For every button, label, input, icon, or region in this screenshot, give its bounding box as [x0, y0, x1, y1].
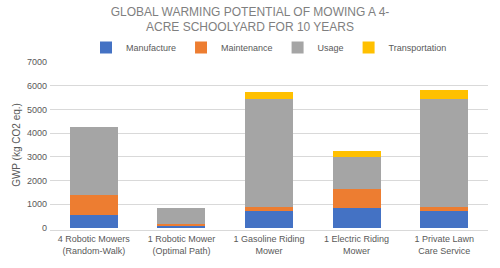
svg-text:2000: 2000 — [27, 176, 47, 186]
svg-text:5000: 5000 — [27, 105, 47, 115]
svg-text:6000: 6000 — [27, 81, 47, 91]
svg-text:1 Robotic Mower(Optimal Path): 1 Robotic Mower(Optimal Path) — [148, 234, 216, 256]
svg-text:1 Electric RidingMower: 1 Electric RidingMower — [324, 234, 389, 256]
svg-text:GWP (kg CO2 eq.): GWP (kg CO2 eq.) — [11, 103, 22, 187]
svg-text:4 Robotic Mowers(Random-Walk): 4 Robotic Mowers(Random-Walk) — [58, 234, 131, 256]
svg-text:Maintenance: Maintenance — [221, 43, 273, 53]
svg-text:1 Gasoline RidingMower: 1 Gasoline RidingMower — [233, 234, 304, 256]
svg-text:7000: 7000 — [27, 57, 47, 67]
svg-text:0: 0 — [42, 223, 47, 233]
svg-text:Manufacture: Manufacture — [126, 43, 176, 53]
svg-text:Usage: Usage — [318, 43, 344, 53]
svg-text:3000: 3000 — [27, 152, 47, 162]
svg-text:Transportation: Transportation — [389, 43, 447, 53]
svg-text:GLOBAL WARMING POTENTIAL OF MO: GLOBAL WARMING POTENTIAL OF MOWING A 4-A… — [111, 5, 390, 35]
svg-text:1 Private LawnCare Service: 1 Private LawnCare Service — [414, 234, 474, 256]
svg-text:4000: 4000 — [27, 128, 47, 138]
svg-text:1000: 1000 — [27, 199, 47, 209]
